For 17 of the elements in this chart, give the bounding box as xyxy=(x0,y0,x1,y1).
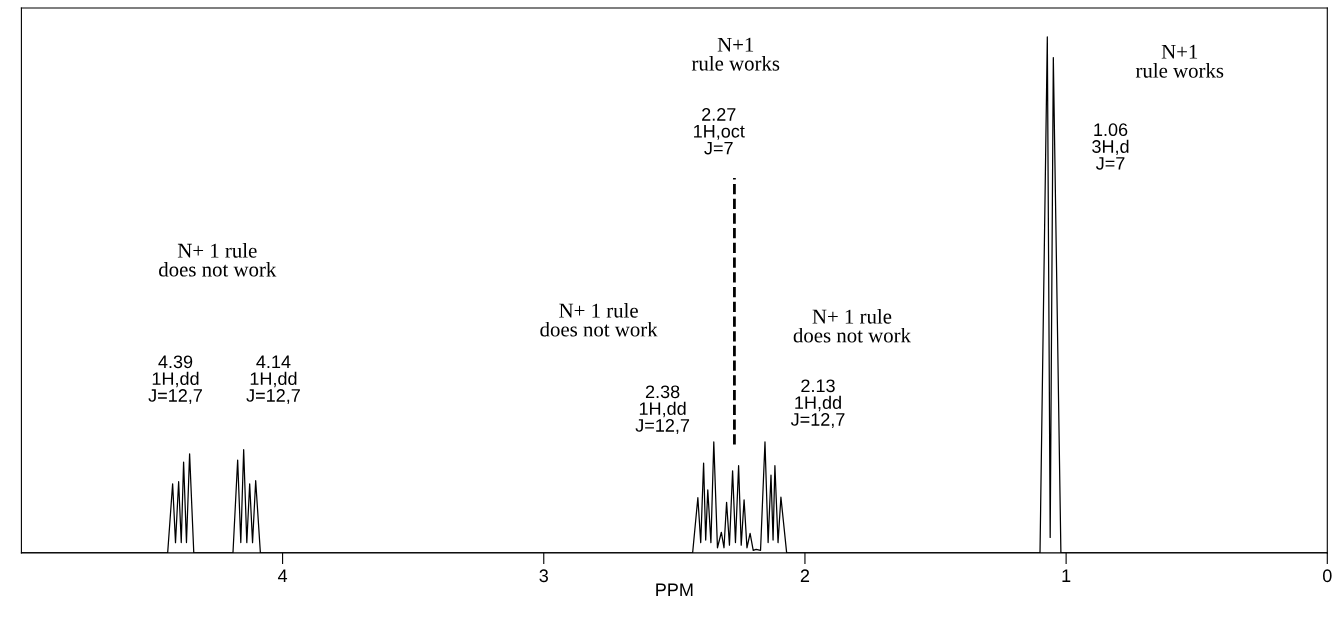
annotation: 4.14 1H,dd J=12,7 xyxy=(246,355,300,404)
annotation: 1.06 3H,d J=7 xyxy=(1092,123,1129,170)
annotation: N+1 rule works xyxy=(691,37,780,71)
x-tick-label: 1 xyxy=(1062,569,1071,582)
annotation: 2.38 1H,dd J=12,7 xyxy=(635,385,690,434)
annotation: N+1 rule works xyxy=(1135,44,1224,78)
annotation: 2.13 1H,dd J=12,7 xyxy=(790,379,845,428)
annotation: 4.39 1H,dd J=12,7 xyxy=(148,355,202,404)
annotation: 2.27 1H,oct J=7 xyxy=(694,108,745,155)
annotation: N+ 1 rule does not work xyxy=(159,243,277,277)
x-tick-label: 2 xyxy=(800,569,810,582)
annotation: N+ 1 rule does not work xyxy=(540,302,658,337)
x-tick-label: 3 xyxy=(539,569,548,583)
x-tick-label: 0 xyxy=(1322,569,1332,583)
annotation: N+ 1 rule does not work xyxy=(793,308,911,343)
x-tick-label: 4 xyxy=(277,569,288,582)
x-axis-title: PPM xyxy=(656,583,693,597)
